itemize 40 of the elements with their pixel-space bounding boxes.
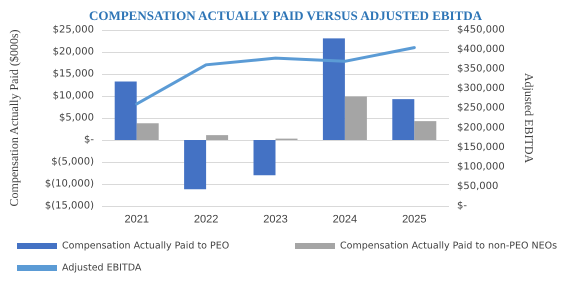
- x-tick-label: 2023: [263, 214, 288, 226]
- bar: [344, 96, 367, 140]
- chart-title: COMPENSATION ACTUALLY PAID VERSUS ADJUSTED EBITDA: [88, 8, 483, 23]
- legend-label: Compensation Actually Paid to non-PEO NEOs: [340, 240, 558, 252]
- y-tick-label: $25,000: [52, 24, 94, 36]
- y-axis-title: Compensation Actually Paid ($000s): [7, 30, 21, 206]
- y2-tick-label: $50,000: [457, 180, 498, 192]
- y-tick-label: $(15,000): [44, 200, 94, 212]
- legend-label: Compensation Actually Paid to PEO: [62, 240, 230, 252]
- x-tick-label: 2025: [402, 214, 427, 226]
- bar: [114, 81, 137, 140]
- y2-tick-label: $150,000: [457, 142, 505, 153]
- bar: [184, 140, 206, 190]
- bar: [254, 140, 276, 176]
- y-tick-label: $-: [84, 134, 94, 146]
- y2-tick-label: $400,000: [457, 44, 505, 56]
- y2-axis-title: Adjusted EBITDA: [522, 72, 536, 164]
- y-tick-label: $20,000: [52, 46, 94, 58]
- x-tick-label: 2024: [332, 214, 358, 226]
- y-tick-label: $5,000: [59, 112, 94, 124]
- bar: [206, 135, 228, 140]
- y-tick-label: $10,000: [52, 90, 94, 102]
- bar: [322, 38, 345, 140]
- y2-tick-label: $300,000: [457, 83, 505, 94]
- y-tick-label: $15,000: [52, 68, 94, 80]
- legend-label: Adjusted EBITDA: [62, 262, 142, 274]
- x-tick-label: 2021: [124, 214, 149, 226]
- y2-tick-label: $200,000: [457, 122, 505, 134]
- bar: [136, 123, 159, 140]
- y2-tick-label: $350,000: [457, 64, 505, 75]
- y-tick-label: $(10,000): [44, 178, 94, 190]
- line-series: [135, 46, 416, 106]
- y-tick-label: $(5,000): [51, 156, 94, 168]
- x-tick-label: 2022: [194, 214, 218, 226]
- bar: [392, 99, 414, 140]
- y2-tick-label: $450,000: [457, 24, 505, 36]
- y2-tick-label: $100,000: [457, 161, 505, 172]
- y2-tick-label: $-: [457, 200, 468, 212]
- bar: [414, 121, 436, 140]
- y2-tick-label: $250,000: [457, 102, 505, 114]
